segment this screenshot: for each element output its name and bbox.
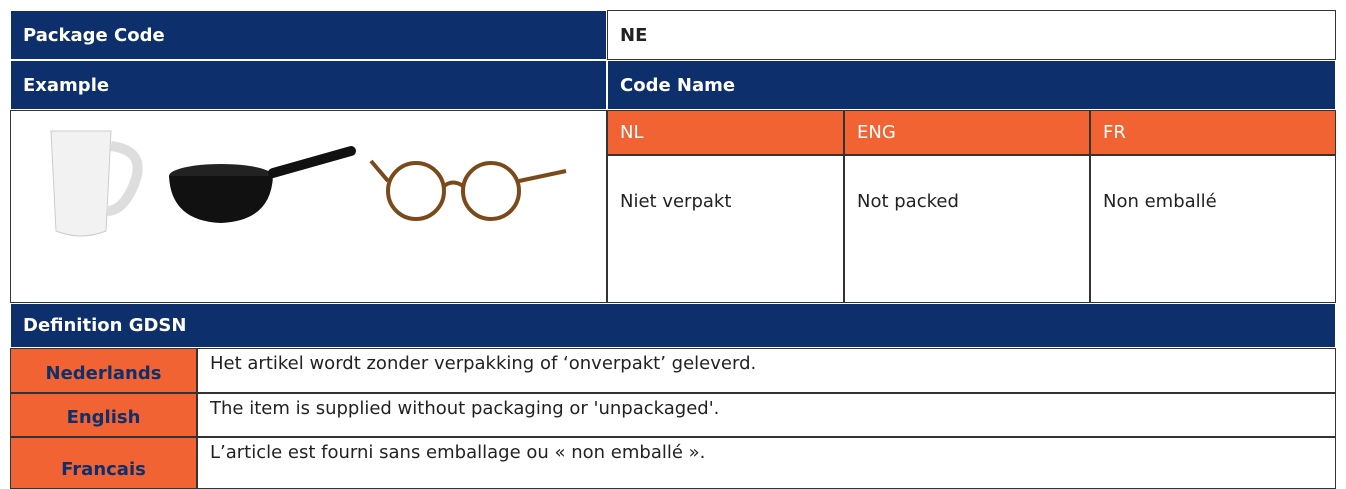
definition-text: Het artikel wordt zonder verpakking of ‘… — [197, 348, 1336, 393]
column-header: ENG — [844, 110, 1090, 155]
definition-title: Definition GDSN — [10, 303, 1336, 348]
example-images — [10, 110, 607, 303]
language-label: Nederlands — [10, 348, 197, 393]
example-label: Example — [10, 60, 607, 110]
package-code-value: NE — [607, 10, 1336, 60]
language-label: Francais — [10, 437, 197, 489]
package-code-label: Package Code — [10, 10, 607, 60]
example-illustration — [50, 130, 567, 237]
code-name-label: Code Name — [607, 60, 1336, 110]
code-name-value: Not packed — [844, 155, 1090, 303]
column-header: NL — [607, 110, 844, 155]
column-header: FR — [1090, 110, 1336, 155]
definition-text: The item is supplied without packaging o… — [197, 393, 1336, 437]
code-name-value: Niet verpakt — [607, 155, 844, 303]
language-label: English — [10, 393, 197, 437]
code-name-value: Non emballé — [1090, 155, 1336, 303]
definition-text: L’article est fourni sans emballage ou «… — [197, 437, 1336, 489]
